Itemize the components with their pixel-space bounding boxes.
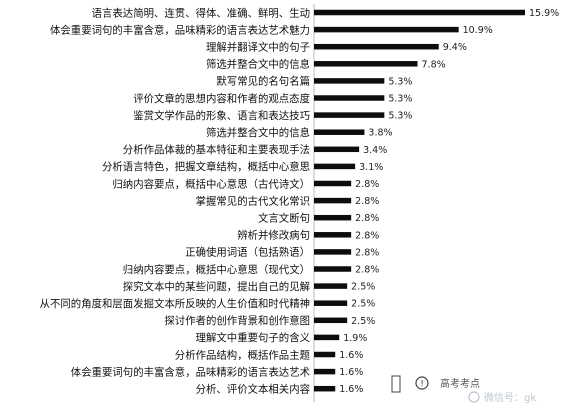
- category-label: 体会重要词句的丰富含意，品味精彩的语言表达艺术: [71, 365, 311, 378]
- bar: [314, 163, 356, 170]
- value-label: 7.8%: [422, 59, 446, 70]
- bar: [314, 197, 352, 204]
- bar: [314, 368, 336, 375]
- bar: [314, 249, 352, 255]
- value-label: 3.8%: [368, 128, 392, 139]
- bar: [314, 9, 525, 16]
- value-label: 3.1%: [359, 162, 383, 173]
- category-label: 筛选并整合文中的信息: [206, 126, 310, 139]
- value-label: 1.9%: [343, 333, 367, 344]
- category-label: 筛选并整合文中的信息: [206, 58, 310, 71]
- value-label: 10.9%: [463, 25, 493, 36]
- category-label: 鉴赏文学作品的形象、语言和表达技巧: [133, 109, 310, 122]
- bar: [314, 266, 352, 272]
- bar: [314, 61, 418, 67]
- category-label: 探究文本中的某些问题，提出自己的见解: [123, 280, 311, 293]
- value-label: 2.8%: [355, 265, 379, 276]
- value-label: 3.4%: [363, 145, 387, 156]
- bar: [314, 385, 336, 392]
- value-label: 5.3%: [388, 76, 412, 87]
- category-label: 理解文中重要句子的含义: [196, 331, 311, 344]
- category-label: 正确使用词语（包括熟语）: [185, 246, 310, 259]
- bar: [314, 95, 385, 101]
- category-label: 从不同的角度和层面发掘文本所反映的人生价值和时代精神: [40, 297, 310, 310]
- legend-label: 高考考点: [440, 377, 480, 390]
- bar: [314, 180, 352, 187]
- legend-box: [391, 375, 401, 393]
- category-label: 掌握常见的古代文化常识: [196, 194, 310, 207]
- value-label: 2.8%: [355, 230, 379, 241]
- category-label: 默写常见的名句名篇: [216, 75, 310, 88]
- bar: [314, 146, 360, 153]
- category-label: 分析作品结构，概括作品主题: [175, 348, 311, 361]
- category-label: 分析、评价文本相关内容: [196, 383, 311, 396]
- bar: [314, 129, 365, 135]
- bar: [314, 78, 385, 84]
- watermark-text: 微信号：gk: [484, 391, 536, 404]
- value-label: 2.8%: [355, 196, 379, 207]
- wechat-icon: [468, 391, 480, 403]
- bar: [314, 334, 340, 341]
- value-label: 1.6%: [339, 384, 363, 395]
- bar-rows: 语言表达简明、连贯、得体、准确、鲜明、生动 15.9% 体会重要词句的丰富含意，品味…: [40, 6, 560, 395]
- watermark: 微信号：gk: [468, 391, 536, 404]
- bar: [314, 26, 459, 33]
- value-label: 15.9%: [529, 8, 559, 19]
- value-label: 2.5%: [351, 282, 375, 293]
- value-label: 5.3%: [388, 94, 412, 105]
- bar: [314, 300, 348, 306]
- category-label: 评价文章的思想内容和作者的观点态度: [133, 92, 310, 105]
- bar: [314, 112, 385, 118]
- info-icon: [415, 376, 429, 390]
- bar: [314, 214, 352, 221]
- bar: [314, 232, 352, 238]
- category-label: 分析作品体裁的基本特征和主要表现手法: [123, 143, 310, 156]
- category-label: 归纳内容要点，概括中心意思（现代文）: [123, 263, 310, 276]
- value-label: 2.8%: [355, 247, 379, 258]
- category-label: 分析语言特色，把握文章结构，概括中心意思: [102, 160, 310, 173]
- bar: [314, 317, 348, 324]
- value-label: 1.6%: [339, 367, 363, 378]
- bar: [314, 351, 336, 358]
- value-label: 5.3%: [388, 111, 412, 122]
- category-label: 探讨作者的创作背景和创作意图: [164, 314, 310, 327]
- value-label: 2.5%: [351, 299, 375, 310]
- category-label: 理解并翻译文中的句子: [206, 41, 310, 54]
- info-icon-glyph: !: [420, 380, 424, 390]
- category-label: 归纳内容要点，概括中心意思（古代诗文）: [112, 177, 310, 190]
- value-label: 2.8%: [355, 213, 379, 224]
- value-label: 2.5%: [351, 316, 375, 327]
- category-label: 体会重要词句的丰富含意，品味精彩的语言表达艺术魅力: [50, 23, 310, 36]
- value-label: 1.6%: [339, 350, 363, 361]
- category-label: 语言表达简明、连贯、得体、准确、鲜明、生动: [92, 6, 310, 19]
- value-label: 9.4%: [443, 42, 467, 53]
- bar: [314, 43, 439, 50]
- value-label: 2.8%: [355, 179, 379, 190]
- category-label: 文言文断句: [258, 212, 310, 225]
- chart-legend: ! 高考考点: [391, 375, 480, 393]
- bar: [314, 283, 348, 289]
- category-label: 辨析并修改病句: [237, 229, 310, 242]
